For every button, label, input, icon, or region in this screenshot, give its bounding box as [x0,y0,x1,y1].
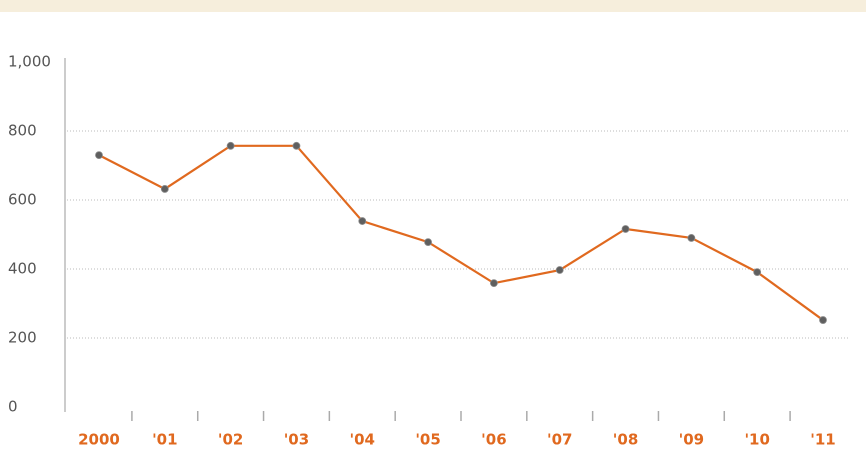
point [753,268,762,277]
y-tick-label: 200 [8,329,37,347]
y-tick-label: 600 [8,191,37,209]
x-tick-label: 2000 [78,431,120,449]
x-tick-label: '04 [350,431,375,449]
line [98,144,824,321]
point [490,279,498,288]
y-tick-label: 800 [8,122,37,140]
y-tick-label: 400 [8,260,37,278]
y-tick-label: 0 [8,398,18,416]
point [819,316,827,324]
point [555,266,564,274]
point [358,217,367,225]
point [95,151,103,160]
point [424,238,432,246]
x-tick-label: '02 [218,431,243,449]
x-tick-label: '08 [613,431,638,449]
x-tick-label: '01 [152,431,177,449]
x-tick-label: '05 [415,431,440,449]
x-tick-label: '03 [284,431,309,449]
x-tick-label: '07 [547,431,572,449]
x-tick-label: '11 [810,431,835,449]
point [621,225,630,233]
top-banner [0,0,866,12]
y-tick-label: 1,000 [8,53,51,71]
point [160,185,169,193]
x-tick-label: '10 [744,431,769,449]
point [292,141,301,150]
x-tick-label: '09 [679,431,704,449]
x-tick-label: '06 [481,431,506,449]
point [226,141,235,150]
point [687,234,696,242]
